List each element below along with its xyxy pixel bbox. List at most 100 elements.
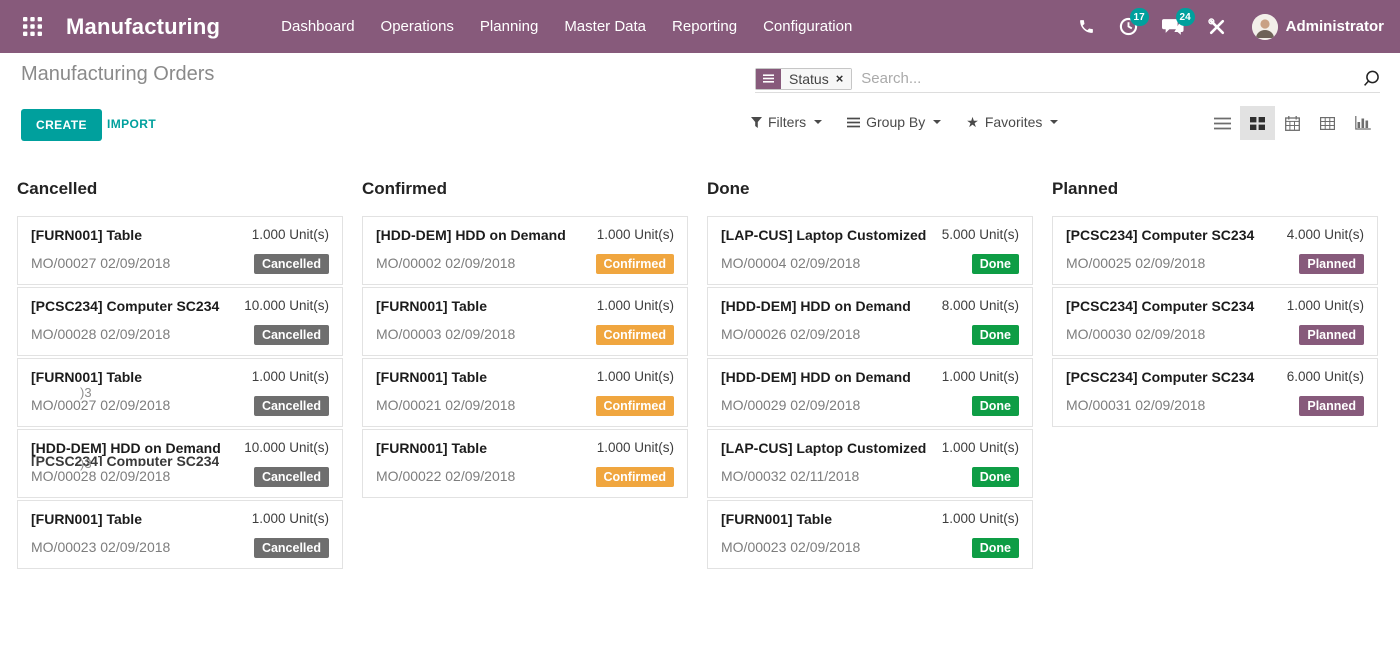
- card-header-row: [FURN001] Table 1.000 Unit(s): [31, 511, 329, 529]
- card-title-wrap: [FURN001] Table: [31, 369, 142, 387]
- card-footer-row: MO/00003 02/09/2018 Confirmed: [376, 325, 674, 345]
- kanban-card[interactable]: [FURN001] Table 1.000 Unit(s) MO/00027 02/…: [17, 358, 343, 427]
- menu-planning[interactable]: Planning: [479, 18, 539, 35]
- card-ref-wrap: MO/00021 02/09/2018: [376, 397, 515, 415]
- kanban-card[interactable]: [PCSC234] Computer SC234 6.000 Unit(s) MO/…: [1052, 358, 1378, 427]
- card-ref-wrap: MO/00030 02/09/2018: [1066, 326, 1205, 344]
- card-product-name: [PCSC234] Computer SC234: [1066, 369, 1255, 385]
- apps-grid-icon[interactable]: [15, 10, 49, 44]
- chevron-down-icon: [1050, 120, 1059, 124]
- card-title-wrap: [HDD-DEM] HDD on Demand [PCSC234] Compute…: [31, 440, 221, 466]
- kanban-card[interactable]: [LAP-CUS] Laptop Customized 5.000 Unit(s)…: [707, 216, 1033, 285]
- kanban-card[interactable]: [HDD-DEM] HDD on Demand 8.000 Unit(s) MO/0…: [707, 287, 1033, 356]
- card-product-name: [LAP-CUS] Laptop Customized: [721, 227, 927, 243]
- column-header[interactable]: Planned: [1052, 179, 1119, 198]
- kanban-card[interactable]: [HDD-DEM] HDD on Demand 1.000 Unit(s) MO/0…: [362, 216, 688, 285]
- card-title-wrap: [FURN001] Table: [376, 369, 487, 387]
- facet-remove-icon[interactable]: ×: [835, 71, 844, 86]
- kanban-card[interactable]: [PCSC234] Computer SC234 1.000 Unit(s) MO/…: [1052, 287, 1378, 356]
- import-button[interactable]: IMPORT: [107, 117, 157, 131]
- pivot-view-icon: [1320, 116, 1335, 130]
- card-product-name: [FURN001] Table: [376, 440, 487, 456]
- view-kanban-button[interactable]: [1240, 106, 1275, 140]
- menu-configuration[interactable]: Configuration: [763, 18, 853, 35]
- group-by-dropdown[interactable]: Group By: [847, 114, 942, 130]
- card-title-wrap: [PCSC234] Computer SC234: [31, 298, 219, 316]
- card-header-row: [HDD-DEM] HDD on Demand 1.000 Unit(s): [721, 369, 1019, 387]
- kanban-card[interactable]: [FURN001] Table 1.000 Unit(s) MO/00027 02/…: [17, 216, 343, 285]
- card-title-wrap: [FURN001] Table: [31, 511, 142, 529]
- magnifier-glyph: [1364, 70, 1379, 86]
- chevron-down-icon: [814, 120, 823, 124]
- list-glyph: [763, 74, 774, 83]
- tools-icon[interactable]: [1207, 17, 1226, 36]
- card-quantity: 1.000 Unit(s): [251, 227, 329, 242]
- card-reference: MO/00029 02/09/2018: [721, 397, 861, 413]
- status-badge: Cancelled: [253, 396, 329, 416]
- status-badge: Done: [971, 254, 1019, 274]
- card-product-name: [FURN001] Table: [376, 369, 487, 385]
- card-footer-row: MO/00023 02/09/2018 Cancelled: [31, 538, 329, 558]
- favorites-dropdown[interactable]: ★ Favorites: [966, 114, 1059, 130]
- kanban-card[interactable]: [HDD-DEM] HDD on Demand 1.000 Unit(s) MO/0…: [707, 358, 1033, 427]
- kanban-card[interactable]: [PCSC234] Computer SC234 10.000 Unit(s) MO…: [17, 287, 343, 356]
- kanban-card[interactable]: [HDD-DEM] HDD on Demand [PCSC234] Compute…: [17, 429, 343, 498]
- phone-icon[interactable]: [1078, 18, 1095, 35]
- menu-operations[interactable]: Operations: [380, 18, 454, 35]
- filters-dropdown[interactable]: Filters: [751, 114, 823, 130]
- page-title: Manufacturing Orders: [21, 63, 215, 85]
- app-title[interactable]: Manufacturing: [66, 13, 221, 39]
- view-list-button[interactable]: [1205, 106, 1240, 140]
- card-reference: MO/00032 02/11/2018: [721, 468, 860, 484]
- card-ref-wrap: MO/00002 02/09/2018: [376, 255, 515, 273]
- kanban-view: Cancelled [FURN001] Table 1.000 Unit(s) MO/…: [0, 145, 1400, 571]
- messages-icon[interactable]: 24: [1161, 8, 1195, 36]
- view-graph-button[interactable]: [1345, 106, 1380, 140]
- menu-master-data[interactable]: Master Data: [564, 18, 647, 35]
- chevron-down-icon: [933, 120, 942, 124]
- kanban-card[interactable]: [FURN001] Table 1.000 Unit(s) MO/00022 02/…: [362, 429, 688, 498]
- search-facet-status[interactable]: Status ×: [755, 67, 853, 90]
- view-pivot-button[interactable]: [1310, 106, 1345, 140]
- card-title-wrap: [HDD-DEM] HDD on Demand: [721, 298, 911, 316]
- column-header[interactable]: Confirmed: [362, 179, 447, 198]
- navbar-right: 17 24: [1066, 8, 1384, 40]
- view-calendar-button[interactable]: [1275, 106, 1310, 140]
- kanban-card[interactable]: [LAP-CUS] Laptop Customized 1.000 Unit(s)…: [707, 429, 1033, 498]
- card-footer-row: MO/00022 02/09/2018 Confirmed: [376, 467, 674, 487]
- status-badge: Confirmed: [595, 467, 674, 487]
- kanban-card[interactable]: [FURN001] Table 1.000 Unit(s) MO/00023 02/…: [707, 500, 1033, 569]
- card-reference: MO/00030 02/09/2018: [1066, 326, 1206, 342]
- card-footer-row: MO/00002 02/09/2018 Confirmed: [376, 254, 674, 274]
- card-header-row: [FURN001] Table 1.000 Unit(s): [376, 298, 674, 316]
- card-reference: MO/00002 02/09/2018: [376, 255, 516, 271]
- card-stack: [FURN001] Table 1.000 Unit(s) MO/00027 02/…: [17, 216, 343, 569]
- card-stack: [PCSC234] Computer SC234 4.000 Unit(s) MO/…: [1052, 216, 1378, 427]
- search-input[interactable]: Search...: [861, 70, 922, 87]
- create-button[interactable]: CREATE: [21, 109, 102, 141]
- card-quantity: 1.000 Unit(s): [251, 369, 329, 384]
- card-reference: MO/00023 02/09/2018: [721, 539, 861, 555]
- kanban-card[interactable]: [FURN001] Table 1.000 Unit(s) MO/00021 02/…: [362, 358, 688, 427]
- card-reference: MO/00027 02/09/2018: [31, 255, 171, 271]
- search-bar[interactable]: Status × Search...: [755, 65, 1380, 93]
- kanban-card[interactable]: [FURN001] Table 1.000 Unit(s) MO/00003 02/…: [362, 287, 688, 356]
- column-header[interactable]: Done: [707, 179, 750, 198]
- kanban-card[interactable]: [FURN001] Table 1.000 Unit(s) MO/00023 02/…: [17, 500, 343, 569]
- card-quantity: 10.000 Unit(s): [244, 440, 329, 455]
- menu-reporting[interactable]: Reporting: [672, 18, 738, 35]
- card-quantity: 5.000 Unit(s): [941, 227, 1019, 242]
- card-quantity: 1.000 Unit(s): [941, 440, 1019, 455]
- control-panel: Manufacturing Orders Status × Search... …: [0, 53, 1400, 145]
- avatar-photo: [1251, 13, 1278, 40]
- menu-dashboard[interactable]: Dashboard: [281, 18, 355, 35]
- card-ref-wrap: MO/00027 02/09/2018)3: [31, 385, 170, 415]
- kanban-card[interactable]: [PCSC234] Computer SC234 4.000 Unit(s) MO/…: [1052, 216, 1378, 285]
- user-menu[interactable]: Administrator: [1251, 13, 1384, 40]
- activity-clock-icon[interactable]: 17: [1119, 8, 1149, 36]
- card-footer-row: MO/00028 02/09/2018)3 Cancelled: [31, 456, 329, 487]
- status-badge: Confirmed: [595, 396, 674, 416]
- column-header[interactable]: Cancelled: [17, 179, 98, 198]
- search-icon[interactable]: [1363, 70, 1380, 87]
- activity-count-badge: 17: [1129, 8, 1149, 26]
